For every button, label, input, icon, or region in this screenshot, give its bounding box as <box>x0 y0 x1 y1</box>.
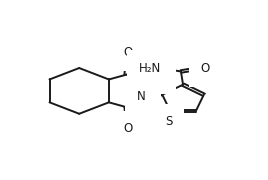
Text: H: H <box>141 91 149 101</box>
Text: O: O <box>201 62 210 75</box>
Text: H₂N: H₂N <box>139 62 161 75</box>
Text: S: S <box>165 115 172 128</box>
Text: O: O <box>123 46 132 59</box>
Text: OH: OH <box>146 69 164 82</box>
Text: N: N <box>137 90 146 103</box>
Text: O: O <box>123 122 132 135</box>
